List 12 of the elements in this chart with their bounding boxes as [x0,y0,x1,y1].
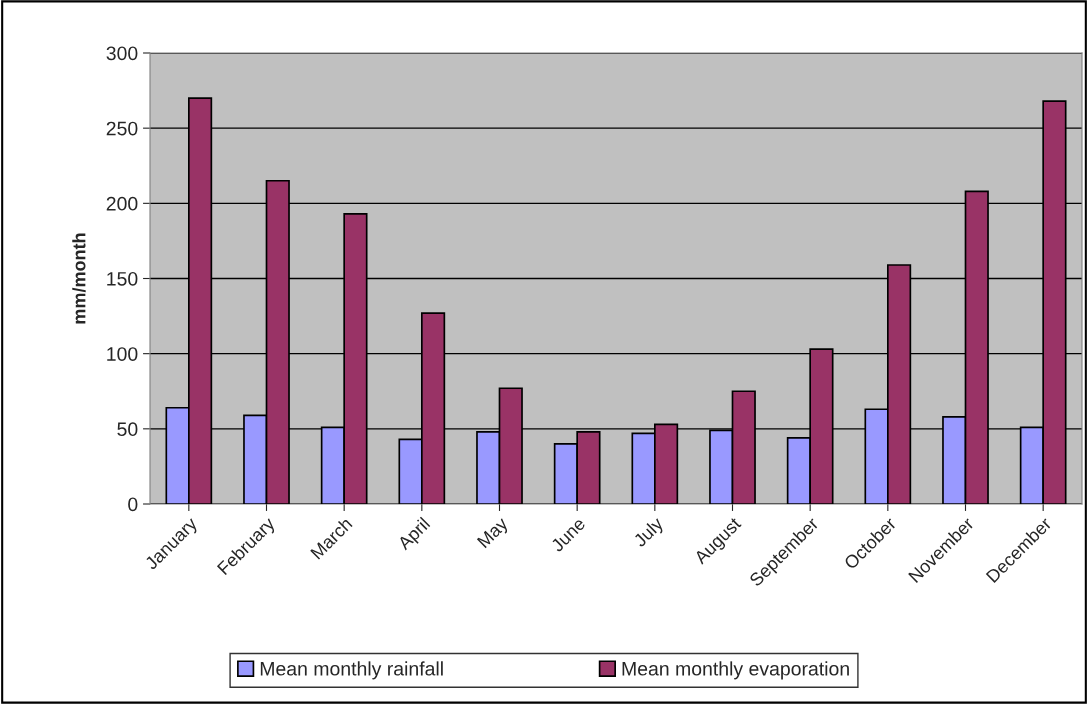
y-tick-label: 300 [106,46,138,61]
x-tick-label: May [476,516,512,551]
legend-label: Mean monthly rainfall [260,661,443,680]
y-tick-label: 0 [128,497,138,512]
y-axis-title: mm/month [72,233,86,324]
y-tick-label: 200 [106,196,138,211]
x-tick-label: July [632,515,667,551]
y-tick-label: 250 [106,121,138,136]
legend-label: Mean monthly evaporation [622,661,849,680]
y-tick-label: 50 [117,422,138,437]
y-tick-label: 100 [107,347,138,361]
y-tick-label: 150 [107,271,138,286]
